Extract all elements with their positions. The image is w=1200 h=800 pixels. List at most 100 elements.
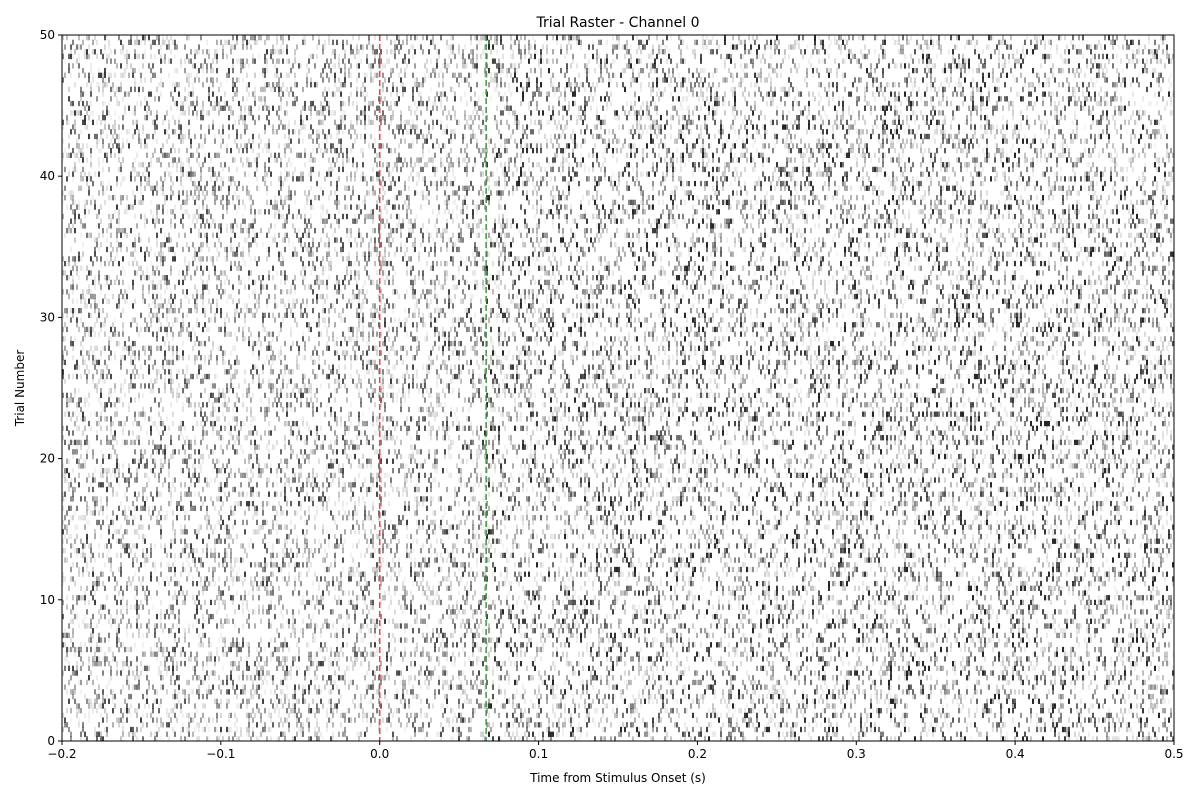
raster-cell bbox=[74, 652, 76, 657]
raster-cell bbox=[570, 685, 572, 690]
raster-cell bbox=[98, 637, 100, 642]
raster-cell bbox=[876, 708, 878, 713]
raster-cell bbox=[612, 637, 614, 642]
raster-cell bbox=[830, 595, 832, 600]
raster-cell bbox=[1008, 680, 1010, 685]
raster-cell bbox=[168, 628, 170, 633]
raster-cell bbox=[174, 637, 176, 642]
raster-cell bbox=[874, 619, 876, 624]
raster-cell bbox=[1044, 722, 1046, 727]
raster-cell bbox=[356, 732, 358, 737]
raster-cell bbox=[302, 727, 304, 732]
raster-cell bbox=[110, 647, 112, 652]
raster-cell bbox=[476, 633, 478, 638]
raster-cell bbox=[1140, 628, 1142, 633]
raster-cell bbox=[490, 727, 492, 732]
raster-cell bbox=[322, 661, 324, 666]
raster-cell bbox=[872, 628, 874, 633]
raster-cell bbox=[164, 661, 166, 666]
raster-cell bbox=[224, 605, 226, 610]
raster-cell bbox=[720, 661, 722, 666]
raster-cell bbox=[294, 708, 296, 713]
raster-cell bbox=[1082, 666, 1084, 671]
raster-cell bbox=[1002, 703, 1004, 708]
raster-cell bbox=[762, 600, 764, 605]
raster-cell bbox=[482, 703, 484, 708]
raster-cell bbox=[504, 675, 506, 680]
raster-cell bbox=[922, 689, 924, 694]
raster-cell bbox=[816, 619, 818, 624]
raster-cell bbox=[160, 685, 162, 690]
raster-row bbox=[84, 590, 1160, 595]
raster-cell bbox=[782, 605, 784, 610]
raster-cell bbox=[650, 666, 652, 671]
raster-cell bbox=[934, 656, 936, 661]
raster-cell bbox=[952, 717, 954, 722]
raster-cell bbox=[780, 694, 782, 699]
raster-cell bbox=[376, 666, 378, 671]
raster-cell bbox=[112, 694, 114, 699]
raster-cell bbox=[954, 637, 956, 642]
raster-cell bbox=[202, 619, 204, 624]
raster-cell bbox=[216, 717, 218, 722]
raster-cell bbox=[994, 656, 996, 661]
raster-cell bbox=[280, 642, 282, 647]
raster-cell bbox=[406, 623, 408, 628]
raster-cell bbox=[202, 590, 204, 595]
raster-cell bbox=[1130, 703, 1132, 708]
raster-cell bbox=[612, 685, 614, 690]
raster-cell bbox=[386, 670, 388, 675]
raster-cell bbox=[982, 633, 984, 638]
raster-cell bbox=[158, 647, 160, 652]
raster-cell bbox=[512, 605, 514, 610]
raster-cell bbox=[356, 605, 358, 610]
raster-cell bbox=[612, 642, 614, 647]
raster-cell bbox=[300, 628, 302, 633]
raster-cell bbox=[310, 652, 312, 657]
raster-cell bbox=[648, 675, 650, 680]
raster-cell bbox=[734, 703, 736, 708]
raster-cell bbox=[388, 605, 390, 610]
raster-cell bbox=[796, 628, 798, 633]
raster-cell bbox=[1042, 703, 1044, 708]
raster-cell bbox=[1012, 675, 1014, 680]
raster-cell bbox=[782, 699, 784, 704]
raster-cell bbox=[682, 605, 684, 610]
raster-cell bbox=[568, 628, 570, 633]
raster-cell bbox=[460, 694, 462, 699]
raster-cell bbox=[76, 647, 78, 652]
raster-cell bbox=[672, 689, 674, 694]
raster-cell bbox=[368, 685, 370, 690]
raster-cell bbox=[950, 722, 952, 727]
raster-cell bbox=[656, 637, 658, 642]
raster-cell bbox=[130, 703, 132, 708]
raster-cell bbox=[974, 689, 976, 694]
raster-cell bbox=[316, 675, 318, 680]
raster-cell bbox=[172, 595, 174, 600]
raster-cell bbox=[424, 637, 426, 642]
raster-cell bbox=[1132, 633, 1134, 638]
raster-cell bbox=[512, 722, 514, 727]
raster-cell bbox=[204, 727, 206, 732]
raster-cell bbox=[634, 717, 636, 722]
raster-cell bbox=[592, 614, 594, 619]
raster-cell bbox=[1150, 685, 1152, 690]
raster-cell bbox=[928, 685, 930, 690]
raster-cell bbox=[236, 685, 238, 690]
raster-cell bbox=[104, 652, 106, 657]
raster-cell bbox=[1074, 732, 1076, 737]
raster-cell bbox=[142, 722, 144, 727]
raster-cell bbox=[272, 680, 274, 685]
raster-cell bbox=[868, 670, 870, 675]
raster-cell bbox=[1154, 703, 1156, 708]
raster-cell bbox=[362, 661, 364, 666]
raster-cell bbox=[264, 722, 266, 727]
raster-cell bbox=[278, 722, 280, 727]
raster-cell bbox=[566, 605, 568, 610]
raster-cell bbox=[116, 642, 118, 647]
raster-cell bbox=[314, 727, 316, 732]
raster-cell bbox=[406, 722, 408, 727]
raster-cell bbox=[968, 633, 970, 638]
raster-cell bbox=[116, 600, 118, 605]
raster-cell bbox=[238, 605, 240, 610]
